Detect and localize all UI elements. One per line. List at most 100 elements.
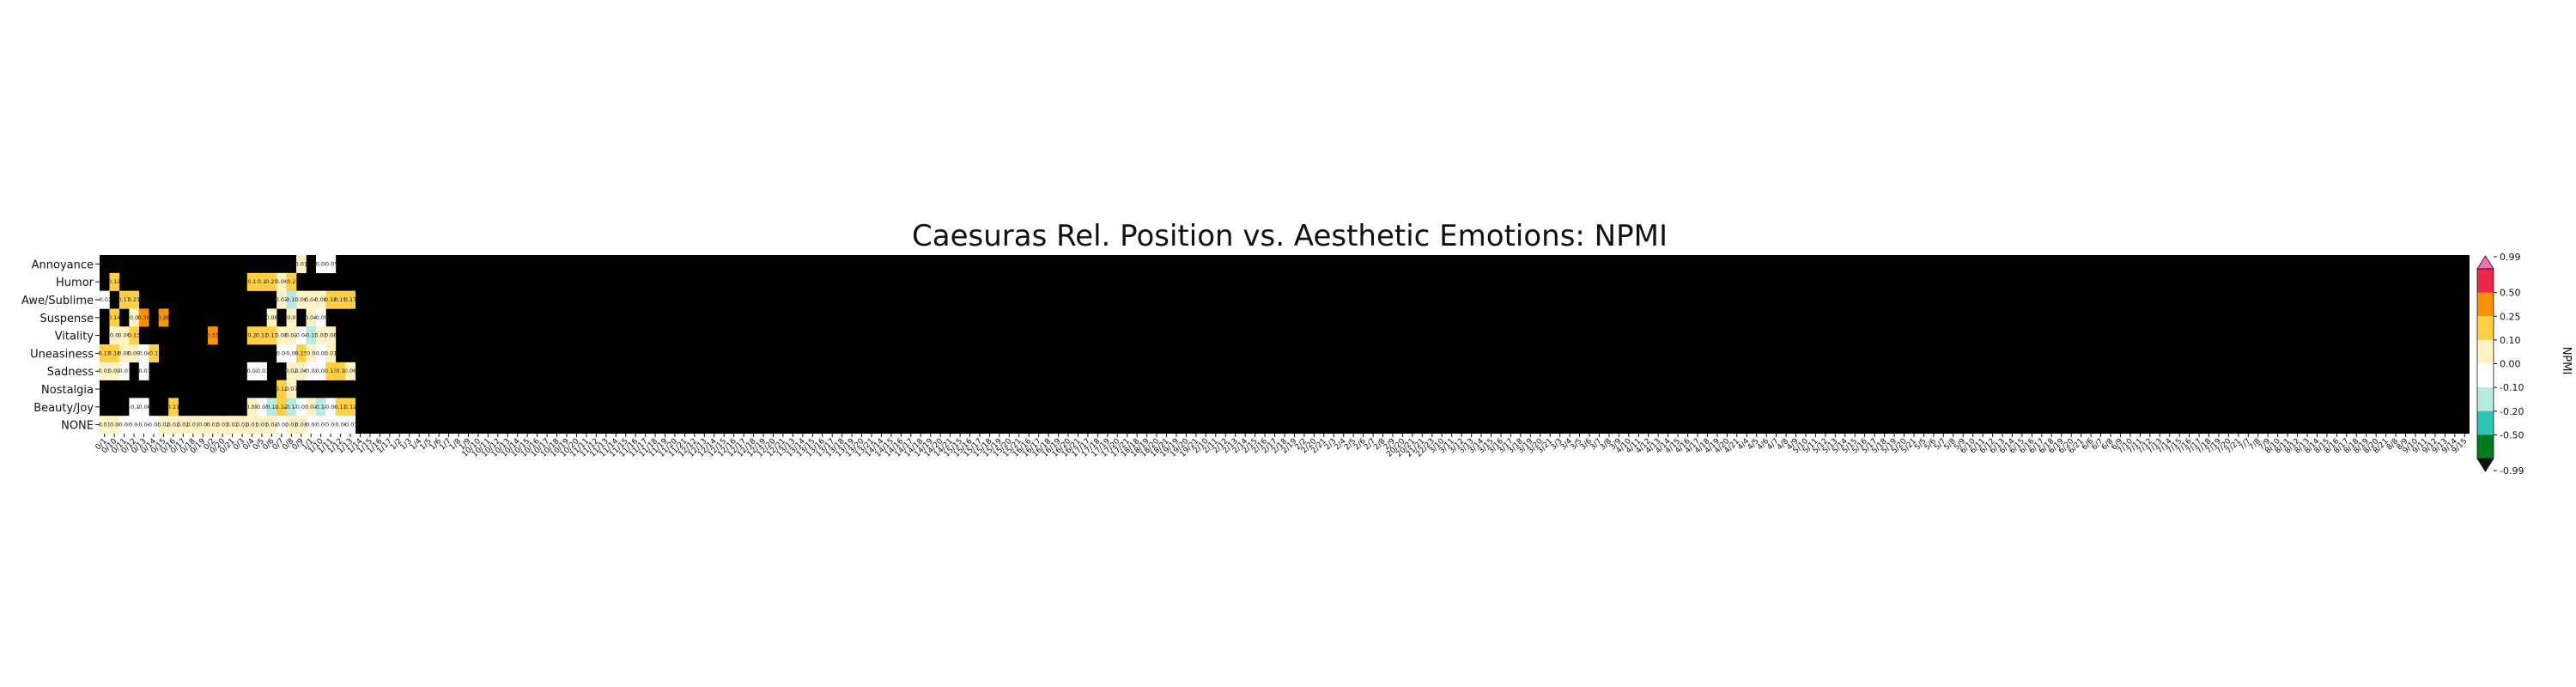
colorbar-tick-label: -0.50 — [2500, 429, 2524, 441]
colorbar-tick-label: -0.20 — [2500, 406, 2524, 417]
heatmap-background — [100, 255, 2470, 434]
heatmap-cell — [138, 416, 149, 435]
heatmap-cell — [335, 362, 346, 380]
cell-value-label: 0.14 — [108, 314, 120, 321]
cell-value-label: 0.13 — [265, 332, 277, 339]
cell-value-label: 0.01 — [206, 422, 218, 429]
heatmap-cell — [118, 290, 130, 309]
cell-value-label: 0.07 — [276, 296, 288, 303]
heatmap-cell — [276, 416, 287, 435]
cell-value-label: -0.07 — [274, 350, 289, 356]
cell-value-label: -0.01 — [313, 368, 328, 374]
row-label: Awe/Sublime — [21, 295, 94, 307]
cell-value-label: 0.06 — [295, 296, 307, 303]
cell-value-label: -0.01 — [127, 422, 142, 429]
cell-value-label: 0.02 — [157, 422, 169, 429]
heatmap-cell — [315, 362, 326, 380]
heatmap-cell — [207, 326, 218, 345]
cell-value-label: 0.07 — [305, 404, 317, 410]
colorbar-label: NPMI — [2560, 347, 2573, 375]
cell-value-label: -0.03 — [313, 350, 328, 356]
heatmap-cell — [306, 308, 317, 327]
cell-value-label: -0.05 — [324, 260, 338, 267]
heatmap-cell — [286, 362, 297, 380]
heatmap-cell — [227, 416, 238, 435]
cell-value-label: 0.02 — [285, 368, 297, 374]
cell-value-label: -0.12 — [264, 404, 279, 410]
cell-value-label: 0.04 — [305, 314, 317, 321]
cell-value-label: 0.02 — [285, 332, 297, 339]
heatmap-cell — [109, 344, 120, 363]
heatmap-cell — [158, 308, 169, 327]
heatmap-cell — [129, 326, 140, 345]
heatmap-cell — [286, 272, 297, 291]
cell-value-label: 0.03 — [98, 368, 110, 374]
cell-value-label: -0.01 — [324, 422, 338, 429]
heatmap-cell — [335, 290, 346, 309]
colorbar-tick-label: 0.00 — [2500, 359, 2521, 370]
cell-value-label: 0.18 — [325, 296, 337, 303]
heatmap-cell — [266, 416, 277, 435]
heatmap-cell — [306, 344, 317, 363]
heatmap-cell — [129, 398, 140, 416]
colorbar: 0.99 0.50 0.25 0.10 0.00 -0.10 -0.20 -0.50 -0.99 — [2476, 252, 2524, 477]
cell-value-label: 0.11 — [334, 404, 346, 410]
cell-value-label: -0.01 — [117, 368, 131, 374]
heatmap-cell — [286, 344, 297, 363]
cell-value-label: 0.28 — [157, 314, 169, 321]
cell-value-label: -0.06 — [137, 404, 151, 410]
heatmap-cell — [296, 290, 307, 309]
heatmap-cell — [335, 398, 346, 416]
cell-value-label: 0.15 — [334, 296, 346, 303]
row-label: Sadness — [47, 366, 94, 379]
colorbar-over-arrow — [2476, 255, 2494, 270]
cell-value-label: -0.03 — [117, 422, 131, 429]
cell-value-label: -0.1 — [129, 404, 140, 410]
heatmap-cell — [118, 344, 130, 363]
cell-value-label: 0.06 — [295, 368, 307, 374]
cell-value-label: -0.07 — [294, 404, 308, 410]
heatmap-cell — [315, 255, 326, 274]
colorbar-segment — [2477, 292, 2494, 317]
cell-value-label: 0.01 — [285, 422, 297, 429]
cell-value-label: 0.02 — [167, 422, 179, 429]
cell-value-label: -0.08 — [333, 422, 348, 429]
row-label: Annoyance — [32, 258, 94, 271]
cell-value-label: 0.01 — [325, 350, 337, 356]
heatmap-cell — [168, 398, 179, 416]
heatmap-cell — [217, 416, 228, 435]
cell-value-label: 0.02 — [265, 422, 277, 429]
heatmap-cell — [109, 326, 120, 345]
cell-value-label: -0.05 — [255, 404, 270, 410]
cell-value-label: 0.1 — [336, 368, 344, 374]
row-label: Humor — [56, 277, 94, 289]
heatmap-cell — [296, 398, 307, 416]
cell-value-label: -0.03 — [343, 422, 358, 429]
cell-value-label: -0.07 — [137, 368, 151, 374]
cell-value-label: 0.1 — [258, 278, 266, 285]
cell-value-label: 0.13 — [325, 368, 337, 374]
row-label: Vitality — [55, 331, 94, 344]
heatmap-cell — [100, 416, 110, 435]
cell-value-label: 0.15 — [295, 350, 307, 356]
heatmap-cell — [345, 362, 356, 380]
heatmap-cell — [266, 308, 277, 327]
cell-value-label: 0.01 — [216, 422, 228, 429]
heatmap-cell — [325, 416, 337, 435]
cell-value-label: -0.11 — [313, 404, 328, 410]
heatmap-cell — [266, 272, 277, 291]
heatmap-cell — [138, 344, 149, 363]
colorbar-tick-label: -0.99 — [2500, 465, 2524, 477]
cell-value-label: 0.01 — [98, 422, 110, 429]
heatmap-cell — [118, 362, 130, 380]
colorbar-tick-label: -0.10 — [2500, 382, 2524, 393]
row-label: Beauty/Joy — [33, 402, 94, 415]
cell-value-label: 0.01 — [295, 260, 307, 267]
colorbar-segment — [2477, 316, 2494, 341]
cell-value-label: 0.0 — [110, 332, 118, 339]
heatmap-cell — [138, 308, 149, 327]
cell-value-label: 0.04 — [305, 296, 317, 303]
colorbar-segment — [2477, 410, 2494, 435]
heatmap-cell — [286, 416, 297, 435]
heatmap-grid: 0.01 -0.03-0.050.12 0.1 0.1 0.230.06 0.2-0.03… — [97, 255, 2470, 435]
